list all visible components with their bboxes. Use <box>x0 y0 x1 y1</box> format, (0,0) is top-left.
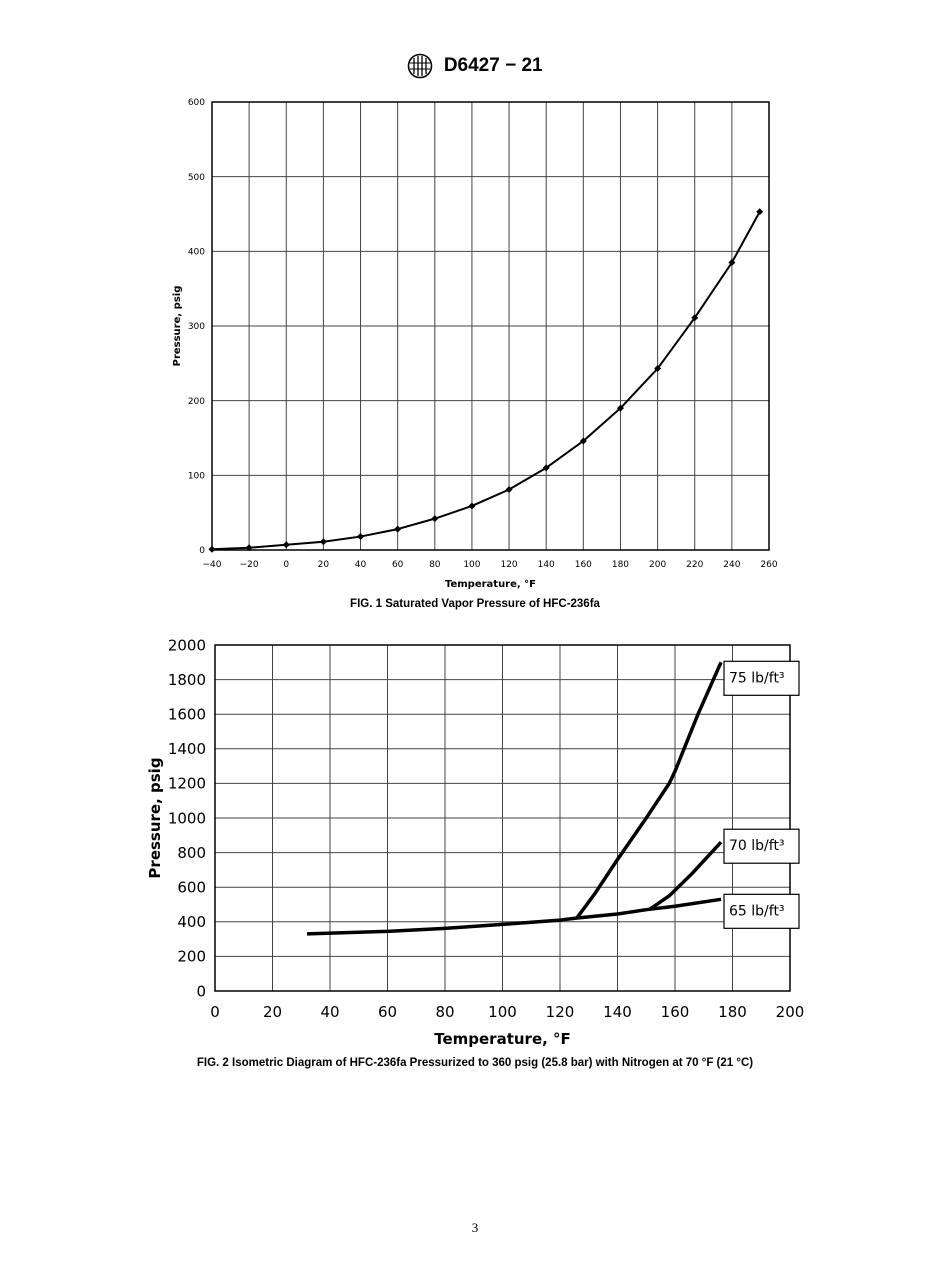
page-header: D6427 − 21 <box>0 52 950 80</box>
x-tick-label: 100 <box>463 560 480 570</box>
series-label-box <box>723 893 800 929</box>
y-tick-label: 600 <box>188 98 205 108</box>
x-tick-label: 0 <box>210 1003 220 1021</box>
x-tick-label: 40 <box>355 560 367 570</box>
series-line <box>211 211 761 551</box>
y-tick-label: 600 <box>177 878 206 896</box>
data-point <box>357 533 365 541</box>
data-point <box>208 545 216 553</box>
x-tick-label: 140 <box>603 1003 632 1021</box>
data-point <box>616 404 624 412</box>
y-tick-label: 1400 <box>168 740 206 758</box>
data-point <box>654 365 662 373</box>
data-point <box>282 541 290 549</box>
x-tick-label: 180 <box>612 560 629 570</box>
x-tick-label: −40 <box>203 560 222 570</box>
plot-frame <box>211 101 770 551</box>
x-tick-label: 200 <box>649 560 666 570</box>
fig1-caption: FIG. 1 Saturated Vapor Pressure of HFC-2… <box>350 598 600 610</box>
x-tick-label: 260 <box>760 560 777 570</box>
data-point <box>245 544 253 552</box>
y-tick-label: 1800 <box>168 671 206 689</box>
y-axis-label: Pressure, psig <box>172 286 183 367</box>
x-tick-label: 80 <box>429 560 441 570</box>
x-tick-label: 240 <box>723 560 740 570</box>
y-tick-label: 1200 <box>168 775 206 793</box>
x-tick-label: 20 <box>318 560 330 570</box>
x-tick-label: 160 <box>661 1003 690 1021</box>
series-line <box>306 897 722 936</box>
y-tick-label: 1600 <box>168 705 206 723</box>
x-axis-label: Temperature, °F <box>434 1030 571 1048</box>
y-tick-label: 200 <box>188 397 205 407</box>
fig2-chart: 0 20 40 60 80 100 120 140 160 180 2000200400600800… <box>146 636 805 1048</box>
data-point <box>691 314 699 322</box>
series-label: 70 lb/ft³ <box>729 838 785 854</box>
series-line <box>648 841 723 912</box>
fig1-chart: −40 −20 0 20 40 60 80 100 120 140 160 180 200 220 240 2… <box>172 98 778 590</box>
y-tick-label: 400 <box>177 913 206 931</box>
document-designation: D6427 − 21 <box>443 55 543 76</box>
x-tick-label: 60 <box>392 560 404 570</box>
y-tick-label: 1000 <box>168 809 206 827</box>
series-label-box <box>723 828 800 864</box>
x-tick-label: 200 <box>776 1003 805 1021</box>
y-tick-label: 500 <box>188 173 205 183</box>
x-tick-label: 160 <box>575 560 592 570</box>
data-point <box>431 515 439 523</box>
x-tick-label: 60 <box>378 1003 397 1021</box>
y-tick-label: 100 <box>188 471 205 481</box>
data-point <box>319 538 327 546</box>
astm-logo <box>408 53 433 79</box>
x-tick-label: 0 <box>283 560 289 570</box>
page-number: 3 <box>471 1220 479 1235</box>
data-point <box>579 437 587 445</box>
y-tick-label: 800 <box>177 844 206 862</box>
data-point <box>728 259 736 267</box>
y-tick-label: 2000 <box>168 636 206 654</box>
x-tick-label: 80 <box>435 1003 454 1021</box>
data-point <box>756 208 764 216</box>
x-tick-label: 100 <box>488 1003 517 1021</box>
x-tick-label: 140 <box>538 560 555 570</box>
y-tick-label: 400 <box>188 247 205 257</box>
x-tick-label: −20 <box>240 560 259 570</box>
x-tick-label: 120 <box>500 560 517 570</box>
y-tick-label: 0 <box>196 982 206 1000</box>
y-tick-label: 300 <box>188 322 205 332</box>
x-tick-label: 120 <box>546 1003 575 1021</box>
data-point <box>542 464 550 472</box>
data-point <box>468 502 476 510</box>
series-label-box <box>723 660 800 696</box>
x-axis-label: Temperature, °F <box>445 579 536 590</box>
fig2-caption: FIG. 2 Isometric Diagram of HFC-236fa Pr… <box>196 1057 754 1069</box>
y-axis-label: Pressure, psig <box>146 757 164 878</box>
series-label: 75 lb/ft³ <box>729 670 785 686</box>
x-tick-label: 220 <box>686 560 703 570</box>
x-tick-label: 20 <box>263 1003 282 1021</box>
data-point <box>505 486 513 494</box>
y-tick-label: 0 <box>199 546 205 556</box>
plot-frame <box>214 644 791 992</box>
data-point <box>394 525 402 533</box>
series-line <box>575 661 723 919</box>
series-label: 65 lb/ft³ <box>729 903 785 919</box>
y-tick-label: 200 <box>177 948 206 966</box>
x-tick-label: 180 <box>718 1003 747 1021</box>
x-tick-label: 40 <box>320 1003 339 1021</box>
